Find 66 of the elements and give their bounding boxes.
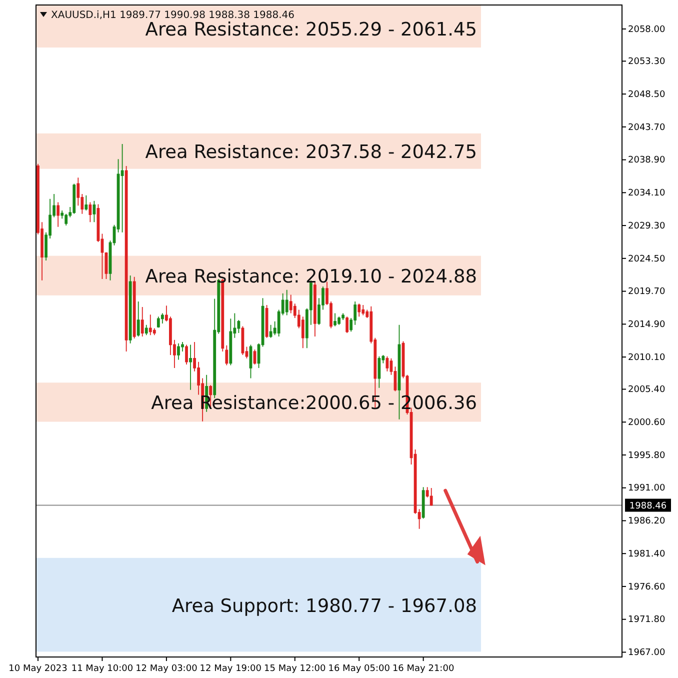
candlestick: [346, 316, 349, 334]
candlestick: [378, 356, 381, 388]
y-tick-label: 2053.30: [628, 57, 666, 68]
candlestick: [56, 202, 60, 228]
candlestick: [84, 194, 88, 211]
x-tick-label: 12 May 19:00: [200, 664, 262, 674]
candlestick: [289, 294, 292, 314]
y-tick-label: 2010.10: [628, 352, 666, 363]
y-tick-label: 2043.70: [628, 122, 666, 133]
y-tick-label: 1976.60: [628, 582, 666, 592]
candlestick: [140, 306, 144, 337]
band-label: Area Resistance: 2037.58 - 2042.75: [145, 142, 477, 164]
y-tick-label: 2034.10: [628, 188, 666, 199]
candlestick: [177, 342, 180, 360]
candlestick: [88, 202, 92, 223]
candlestick: [358, 303, 361, 318]
candlestick: [185, 344, 188, 366]
y-tick-label: 1991.00: [628, 484, 666, 494]
candlestick: [189, 344, 192, 390]
x-tick-label: 16 May 05:00: [328, 664, 390, 674]
candlestick: [156, 316, 160, 328]
y-tick-label: 1995.80: [628, 450, 666, 461]
x-tick-label: 10 May 2023: [8, 664, 68, 674]
y-tick-label: 1986.20: [628, 516, 666, 527]
candlestick: [128, 275, 132, 344]
text: XAUUSD.i,H1 1989.77 1990.98 1988.38 1988.46: [51, 10, 295, 21]
candlestick: [269, 324, 272, 338]
band-label: Area Resistance: 2019.10 - 2024.88: [145, 266, 477, 288]
candlestick: [144, 324, 148, 336]
ref-line-label: 1988.46: [629, 501, 667, 512]
y-tick-label: 2019.70: [628, 287, 666, 298]
candlestick: [430, 488, 433, 506]
candlestick: [398, 324, 401, 420]
y-tick-label: 1981.40: [628, 549, 666, 560]
y-tick-label: 2024.50: [628, 254, 666, 264]
y-tick-label: 2048.50: [628, 90, 666, 100]
candlestick: [314, 281, 316, 337]
candlestick: [422, 486, 425, 520]
y-tick-label: 1971.80: [628, 615, 666, 626]
x-tick-label: 15 May 12:00: [264, 664, 326, 674]
candlestick: [160, 312, 164, 324]
y-tick-label: 2029.30: [628, 221, 666, 232]
candlestick: [285, 289, 288, 316]
x-tick-label: 12 May 03:00: [136, 664, 198, 674]
candlestick: [225, 344, 228, 366]
y-tick-label: 2058.00: [628, 24, 666, 35]
candlestick: [124, 165, 128, 352]
y-tick-label: 2000.60: [628, 418, 666, 428]
candlestick: [120, 144, 124, 233]
x-tick-label: 16 May 21:00: [392, 664, 454, 674]
y-tick-label: 2038.90: [628, 156, 666, 166]
x-tick-label: 11 May 10:00: [71, 664, 134, 674]
candlestick: [136, 301, 140, 337]
y-tick-label: 2005.40: [628, 385, 666, 396]
band-label: Area Resistance: 2055.29 - 2061.45: [145, 19, 477, 40]
candlestick: [362, 304, 365, 316]
candlestick: [72, 183, 76, 214]
candlestick: [92, 200, 96, 223]
candlestick: [148, 314, 152, 336]
candlestick: [334, 312, 336, 327]
candlestick: [132, 276, 136, 339]
y-tick-label: 2014.90: [628, 320, 666, 330]
candlestick: [338, 316, 340, 326]
y-tick-label: 1967.00: [628, 648, 666, 658]
band-label: Area Support: 1980.77 - 1967.08: [172, 596, 477, 617]
candlestick: [386, 356, 389, 372]
